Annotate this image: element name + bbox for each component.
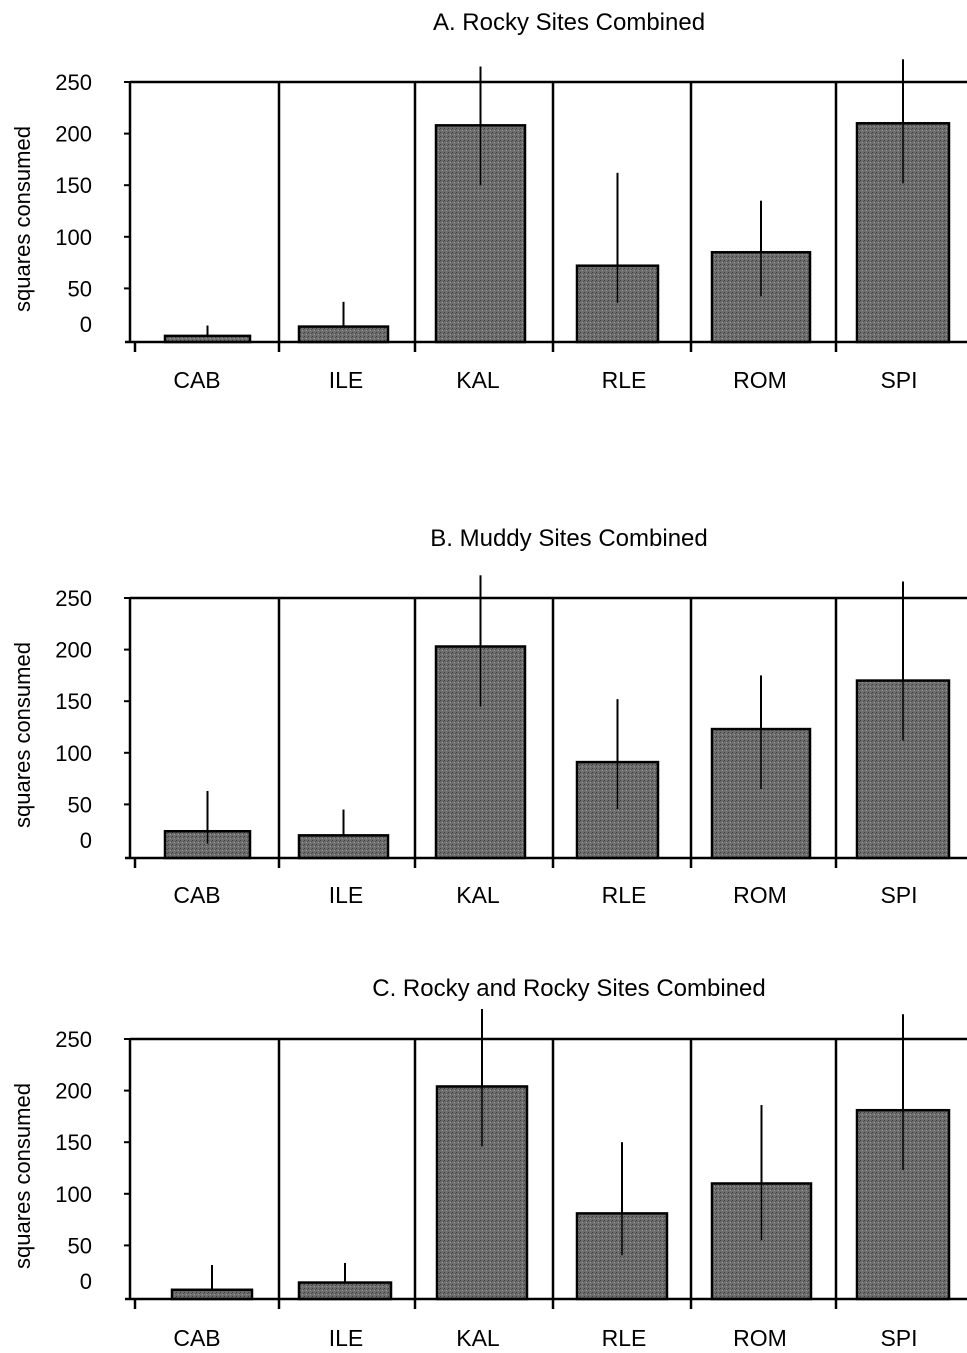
y-tick-label: 150 xyxy=(55,689,92,714)
bar-ile xyxy=(297,834,390,860)
y-tick-label: 250 xyxy=(55,70,92,95)
category-label: ROM xyxy=(733,1325,787,1351)
y-axis-label: squares consumed xyxy=(10,642,35,828)
category-label: CAB xyxy=(173,367,220,393)
y-tick-label: 100 xyxy=(55,741,92,766)
y-tick-label: 0 xyxy=(80,1269,92,1294)
chart-title: A. Rocky Sites Combined xyxy=(433,9,705,36)
bar-cab xyxy=(163,334,252,344)
bar-cab xyxy=(170,1288,254,1301)
category-label: CAB xyxy=(173,1325,220,1351)
bar-ile xyxy=(297,325,390,344)
category-label: ROM xyxy=(733,882,787,908)
y-axis-label: squares consumed xyxy=(10,1083,35,1269)
category-label: CAB xyxy=(173,882,220,908)
category-label: RLE xyxy=(602,1325,647,1351)
chart-title: C. Rocky and Rocky Sites Combined xyxy=(372,975,766,1002)
y-tick-label: 0 xyxy=(80,312,92,337)
category-label: ILE xyxy=(329,882,364,908)
category-label: SPI xyxy=(880,882,917,908)
y-tick-label: 200 xyxy=(55,122,92,147)
y-tick-label: 200 xyxy=(55,638,92,663)
category-label: SPI xyxy=(880,367,917,393)
chart-panel-b: B. Muddy Sites Combined 250 200 150 100 50 0 sq… xyxy=(10,525,967,908)
y-tick-label: 150 xyxy=(55,173,92,198)
category-label: KAL xyxy=(456,367,500,393)
bar-ile xyxy=(297,1281,393,1301)
category-label: ILE xyxy=(329,367,364,393)
y-tick-label: 250 xyxy=(55,1027,92,1052)
category-label: KAL xyxy=(456,1325,500,1351)
category-label: ILE xyxy=(329,1325,364,1351)
y-tick-label: 100 xyxy=(55,225,92,250)
y-tick-label: 0 xyxy=(80,828,92,853)
category-label: SPI xyxy=(880,1325,917,1351)
chart-panel-c: C. Rocky and Rocky Sites Combined 250 200 1… xyxy=(10,975,967,1351)
category-label: RLE xyxy=(602,882,647,908)
chart-panel-a: A. Rocky Sites Combined 250 200 150 100 50 0 sq… xyxy=(10,9,967,393)
category-label: KAL xyxy=(456,882,500,908)
chart-title: B. Muddy Sites Combined xyxy=(430,525,707,552)
y-tick-label: 50 xyxy=(68,276,92,301)
y-tick-label: 50 xyxy=(68,1233,92,1258)
y-tick-label: 100 xyxy=(55,1182,92,1207)
y-tick-label: 150 xyxy=(55,1130,92,1155)
y-tick-label: 200 xyxy=(55,1079,92,1104)
category-label: RLE xyxy=(602,367,647,393)
category-label: ROM xyxy=(733,367,787,393)
y-tick-label: 250 xyxy=(55,586,92,611)
y-tick-label: 50 xyxy=(68,792,92,817)
bar-kal xyxy=(434,124,527,344)
y-axis-label: squares consumed xyxy=(10,126,35,312)
